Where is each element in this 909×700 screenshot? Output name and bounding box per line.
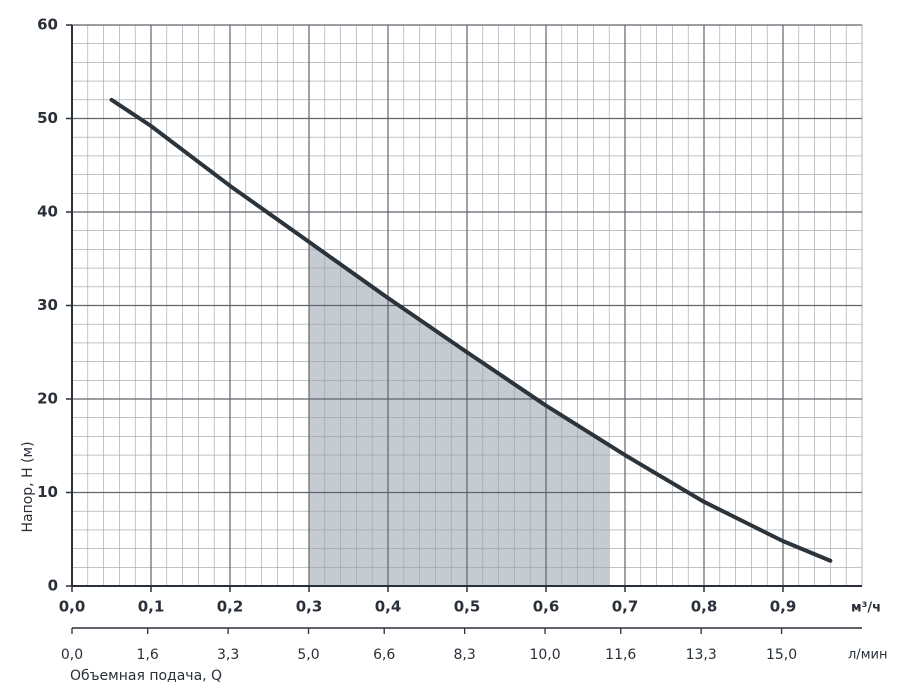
x-tick-label: 0,4 xyxy=(375,598,402,616)
x-unit: м³/ч xyxy=(851,601,881,616)
x-axis-label: Объемная подача, Q xyxy=(70,668,222,684)
x2-tick-label: 13,3 xyxy=(686,647,717,663)
highlight-range xyxy=(309,241,610,587)
line-series xyxy=(109,97,833,563)
y-axis-label: Напор, H (м) xyxy=(20,441,36,532)
x2-unit: л/мин xyxy=(848,648,887,663)
x-tick-label: 0,1 xyxy=(138,598,165,616)
y-tick-label: 40 xyxy=(37,203,58,221)
x-tick-label: 0,2 xyxy=(217,598,244,616)
x2-tick-label: 0,0 xyxy=(61,647,83,663)
x-tick-label: 0,0 xyxy=(59,598,86,616)
x-tick-label: 0,8 xyxy=(691,598,718,616)
x2-tick-label: 6,6 xyxy=(373,647,395,663)
x2-tick-label: 8,3 xyxy=(454,647,476,663)
y-tick-label: 30 xyxy=(37,296,58,314)
x2-tick-label: 10,0 xyxy=(529,647,560,663)
x2-tick-label: 11,6 xyxy=(605,647,636,663)
x-tick-label: 0,7 xyxy=(612,598,639,616)
x2-tick-label: 3,3 xyxy=(217,647,239,663)
x-tick-label: 0,5 xyxy=(454,598,481,616)
y-tick-label: 60 xyxy=(37,16,58,34)
x-tick-label: 0,3 xyxy=(296,598,323,616)
y-tick-label: 0 xyxy=(48,577,58,595)
x-tick-label: 0,6 xyxy=(533,598,560,616)
x2-tick-label: 15,0 xyxy=(766,647,797,663)
y-tick-label: 50 xyxy=(37,109,58,127)
y-tick-label: 20 xyxy=(37,390,58,408)
y-tick-label: 10 xyxy=(37,483,58,501)
x2-tick-label: 5,0 xyxy=(297,647,319,663)
x2-tick-label: 1,6 xyxy=(137,647,159,663)
x-tick-label: 0,9 xyxy=(770,598,797,616)
